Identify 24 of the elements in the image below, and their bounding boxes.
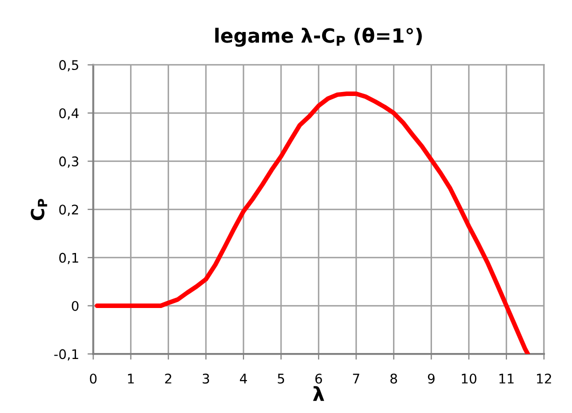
x-tick-label: 1 [128, 374, 134, 384]
x-tick-label: 5 [278, 374, 284, 384]
x-tick-label: 12 [537, 374, 552, 384]
x-tick-label: 3 [202, 374, 210, 384]
x-tick-label: 6 [315, 374, 322, 384]
y-axis-title: C$_{P}$ [30, 198, 48, 220]
x-tick-label: 2 [165, 374, 172, 384]
y-tick-label: 0,4 [59, 108, 79, 120]
y-tick-label: 0,1 [59, 252, 78, 264]
y-tick-label: 0,2 [59, 204, 78, 216]
y-tick-label: 0,3 [59, 156, 78, 168]
x-axis-title: λ [313, 386, 324, 401]
x-tick-label: 7 [353, 374, 360, 384]
chart-title: legame λ-C$_{P}$ (θ=1°) [215, 28, 422, 47]
x-tick-label: 9 [428, 374, 435, 384]
x-tick-label: 8 [390, 374, 398, 384]
x-tick-label: 10 [462, 374, 476, 384]
y-tick-label: 0,5 [59, 60, 78, 72]
x-tick-label: 4 [240, 374, 247, 384]
y-tick-label: -0,1 [54, 349, 78, 360]
y-tick-label: 0 [72, 300, 78, 311]
x-tick-label: 0 [90, 374, 97, 384]
x-tick-label: 11 [499, 374, 514, 384]
line-series [94, 92, 530, 354]
